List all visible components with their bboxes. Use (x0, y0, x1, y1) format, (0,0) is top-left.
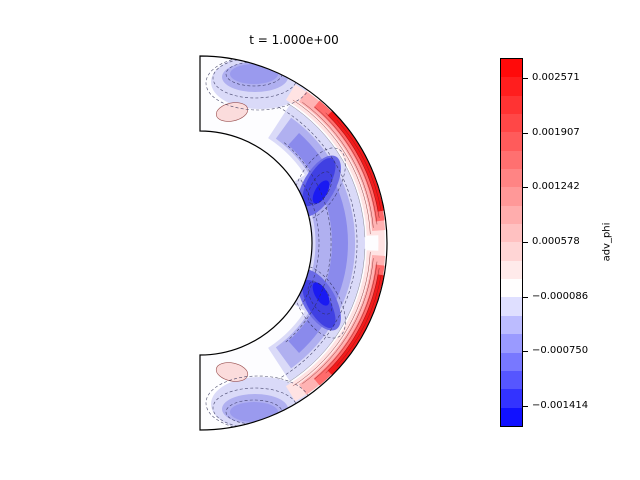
colorbar-segment (501, 353, 522, 371)
colorbar-tick (523, 242, 528, 243)
colorbar-tick-label: 0.001907 (532, 128, 580, 138)
colorbar-segment (501, 151, 522, 169)
colorbar-tick (523, 78, 528, 79)
colorbar-segment (501, 371, 522, 389)
colorbar-tick-label: 0.002571 (532, 73, 580, 83)
colorbar-tick-label: −0.001414 (532, 401, 588, 411)
colorbar-tick (523, 406, 528, 407)
colorbar-tick (523, 133, 528, 134)
colorbar-axis-label: adv_phi (602, 223, 613, 262)
colorbar-segment (501, 169, 522, 187)
colorbar-segment (501, 59, 522, 77)
colorbar-tick (523, 187, 528, 188)
colorbar-segment (501, 77, 522, 95)
colorbar-segment (501, 316, 522, 334)
colorbar-tick-label: 0.000578 (532, 237, 580, 247)
colorbar-segment (501, 206, 522, 224)
colorbar-segment (501, 242, 522, 260)
colorbar-segment (501, 334, 522, 352)
colorbar-segment (501, 408, 522, 426)
colorbar-segment (501, 389, 522, 407)
contour-fills (206, 55, 381, 431)
colorbar-tick-label: −0.000750 (532, 346, 588, 356)
colorbar-tick (523, 351, 528, 352)
colorbar-tick-label: 0.001242 (532, 182, 580, 192)
colorbar-segment (501, 297, 522, 315)
colorbar-segment (501, 114, 522, 132)
colorbar-segment (501, 96, 522, 114)
matplotlib-figure: t = 1.000e+00 (0, 0, 640, 480)
colorbar-tick-label: −0.000086 (532, 292, 588, 302)
colorbar-segment (501, 224, 522, 242)
colorbar-segment (501, 132, 522, 150)
colorbar (500, 58, 523, 427)
colorbar-tick (523, 297, 528, 298)
colorbar-segment (501, 279, 522, 297)
colorbar-segment (501, 187, 522, 205)
colorbar-segment (501, 261, 522, 279)
